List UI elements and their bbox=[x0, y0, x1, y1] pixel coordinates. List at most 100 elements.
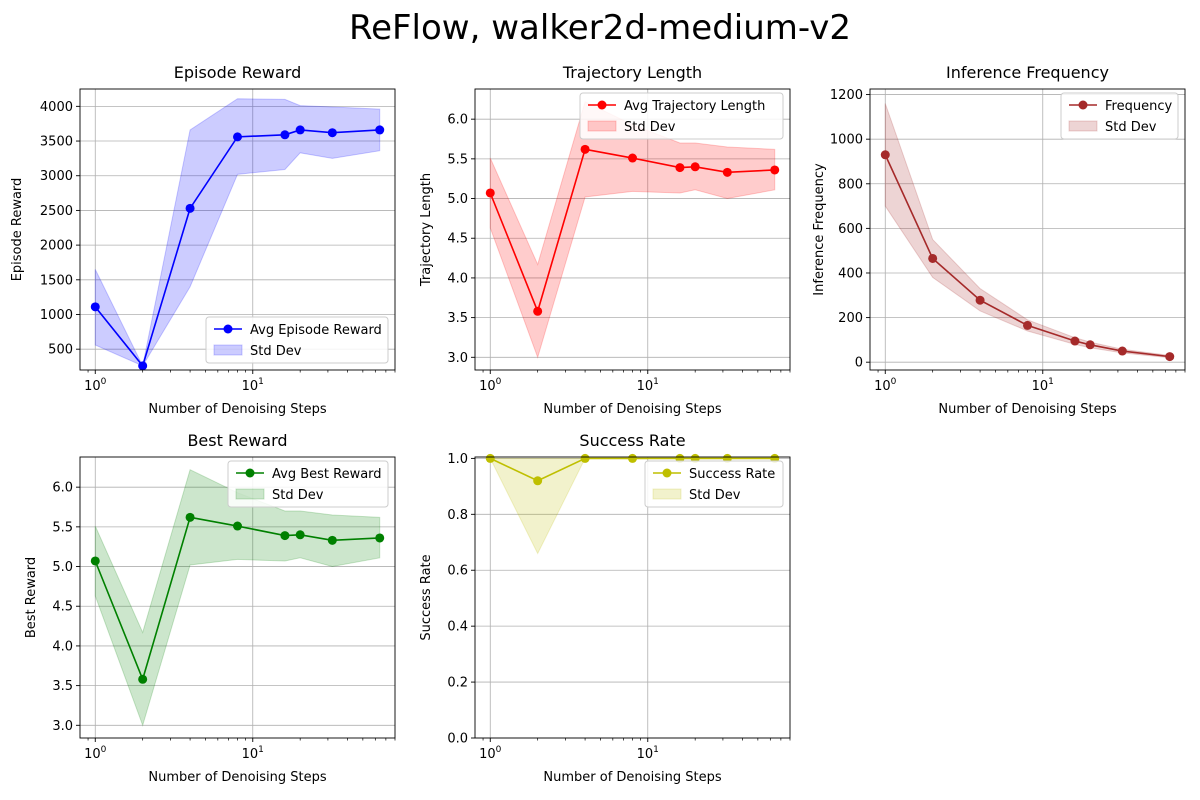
data-point bbox=[533, 476, 543, 486]
y-axis-label: Success Rate bbox=[419, 554, 434, 640]
data-point bbox=[928, 253, 938, 263]
legend-band-swatch bbox=[1068, 120, 1098, 132]
legend-label: Avg Best Reward bbox=[272, 467, 382, 482]
legend-marker bbox=[1078, 100, 1088, 110]
data-point bbox=[90, 302, 100, 312]
legend-band-swatch bbox=[652, 488, 682, 500]
data-point bbox=[1165, 352, 1175, 362]
y-tick-label: 200 bbox=[838, 311, 863, 326]
y-tick-label: 4.5 bbox=[447, 232, 468, 247]
x-axis-label: Number of Denoising Steps bbox=[148, 402, 326, 417]
y-tick-label: 3.5 bbox=[52, 679, 73, 694]
x-tick-label: 100 bbox=[479, 377, 502, 394]
figure-title: ReFlow, walker2d-medium-v2 bbox=[348, 8, 852, 48]
legend-marker bbox=[597, 100, 607, 110]
x-axis-label: Number of Denoising Steps bbox=[938, 402, 1116, 417]
subplot-5: 0.0 0.2 0.4 0.6 0.8 1.0 100 101 Success Rate Numb… bbox=[419, 431, 791, 785]
std-band bbox=[94, 98, 381, 368]
y-tick-label: 1.0 bbox=[447, 452, 468, 467]
legend: Avg Episode Reward Std Dev bbox=[205, 316, 389, 364]
legend: Success Rate Std Dev bbox=[644, 460, 784, 508]
legend-marker bbox=[223, 324, 233, 334]
x-tick-label: 101 bbox=[637, 745, 659, 762]
subplot-title: Inference Frequency bbox=[946, 63, 1109, 82]
data-point bbox=[975, 295, 985, 305]
data-point bbox=[138, 361, 148, 371]
y-tick-label: 3000 bbox=[40, 169, 73, 184]
y-axis-label: Episode Reward bbox=[10, 178, 25, 282]
y-tick-label: 4.0 bbox=[447, 271, 468, 286]
data-point bbox=[375, 533, 385, 543]
legend-label: Avg Trajectory Length bbox=[624, 99, 765, 114]
y-axis-label: Trajectory Length bbox=[419, 173, 434, 287]
y-tick-label: 4.5 bbox=[52, 600, 73, 615]
std-band bbox=[94, 468, 381, 727]
data-point bbox=[1117, 346, 1127, 356]
y-tick-label: 800 bbox=[838, 177, 863, 192]
data-point bbox=[280, 531, 290, 541]
y-tick-label: 0.2 bbox=[447, 676, 468, 691]
data-point bbox=[675, 163, 685, 173]
subplot-title: Trajectory Length bbox=[562, 63, 702, 82]
legend-marker bbox=[245, 468, 255, 478]
y-tick-label: 5.5 bbox=[52, 520, 73, 535]
y-tick-label: 0 bbox=[855, 356, 863, 371]
y-tick-label: 0.8 bbox=[447, 508, 468, 523]
legend-label: Avg Episode Reward bbox=[250, 323, 382, 338]
legend-label: Frequency bbox=[1105, 99, 1172, 114]
data-point bbox=[280, 130, 290, 140]
legend: Frequency Std Dev bbox=[1060, 92, 1179, 140]
y-tick-label: 600 bbox=[838, 222, 863, 237]
x-tick-label: 100 bbox=[84, 745, 107, 762]
data-point bbox=[628, 153, 637, 163]
subplot-title: Episode Reward bbox=[174, 63, 302, 82]
y-tick-label: 0.4 bbox=[447, 620, 468, 635]
legend-band-swatch bbox=[587, 120, 617, 132]
subplot-1: 500 1000 1500 2000 2500 3000 3500 4000 100 101 Epi… bbox=[10, 63, 396, 417]
legend-frame bbox=[579, 92, 784, 140]
data-point bbox=[485, 188, 495, 198]
y-tick-label: 1000 bbox=[40, 308, 73, 323]
data-point bbox=[233, 521, 242, 531]
legend-band-swatch bbox=[213, 344, 243, 356]
std-band bbox=[489, 100, 776, 359]
y-tick-label: 3.5 bbox=[447, 311, 468, 326]
y-tick-label: 3.0 bbox=[447, 351, 468, 366]
legend-marker bbox=[662, 468, 672, 478]
legend-label: Success Rate bbox=[689, 467, 775, 482]
data-point bbox=[185, 203, 195, 213]
series-line bbox=[884, 154, 1170, 358]
data-point bbox=[533, 306, 543, 316]
data-point bbox=[1023, 320, 1032, 330]
y-tick-label: 0.6 bbox=[447, 564, 468, 579]
y-tick-label: 500 bbox=[48, 343, 73, 358]
data-point bbox=[375, 125, 385, 135]
y-tick-label: 6.0 bbox=[52, 481, 73, 496]
x-tick-label: 101 bbox=[637, 377, 659, 394]
subplot-title: Success Rate bbox=[579, 431, 685, 450]
legend-frame bbox=[227, 460, 389, 508]
data-point bbox=[327, 535, 337, 545]
x-tick-label: 101 bbox=[242, 377, 264, 394]
data-point bbox=[90, 556, 100, 566]
series-line bbox=[94, 129, 380, 368]
y-tick-label: 5.0 bbox=[447, 192, 468, 207]
data-point bbox=[327, 128, 337, 138]
y-tick-label: 1200 bbox=[830, 88, 863, 103]
data-point bbox=[233, 132, 242, 142]
legend-label: Std Dev bbox=[624, 120, 676, 135]
x-tick-label: 100 bbox=[874, 377, 897, 394]
data-point bbox=[1070, 336, 1080, 346]
x-tick-label: 101 bbox=[242, 745, 264, 762]
data-point bbox=[295, 125, 305, 135]
y-tick-label: 5.0 bbox=[52, 560, 73, 575]
x-tick-label: 100 bbox=[479, 745, 502, 762]
x-axis-label: Number of Denoising Steps bbox=[543, 402, 721, 417]
x-tick-label: 100 bbox=[84, 377, 107, 394]
legend-band-swatch bbox=[235, 488, 265, 500]
x-tick-label: 101 bbox=[1032, 377, 1054, 394]
y-tick-label: 3500 bbox=[40, 135, 73, 150]
y-axis-label: Best Reward bbox=[24, 557, 39, 638]
data-point bbox=[485, 453, 495, 463]
subplot-2: 3.0 3.5 4.0 4.5 5.0 5.5 6.0 100 101 Trajectory Le… bbox=[419, 63, 791, 417]
